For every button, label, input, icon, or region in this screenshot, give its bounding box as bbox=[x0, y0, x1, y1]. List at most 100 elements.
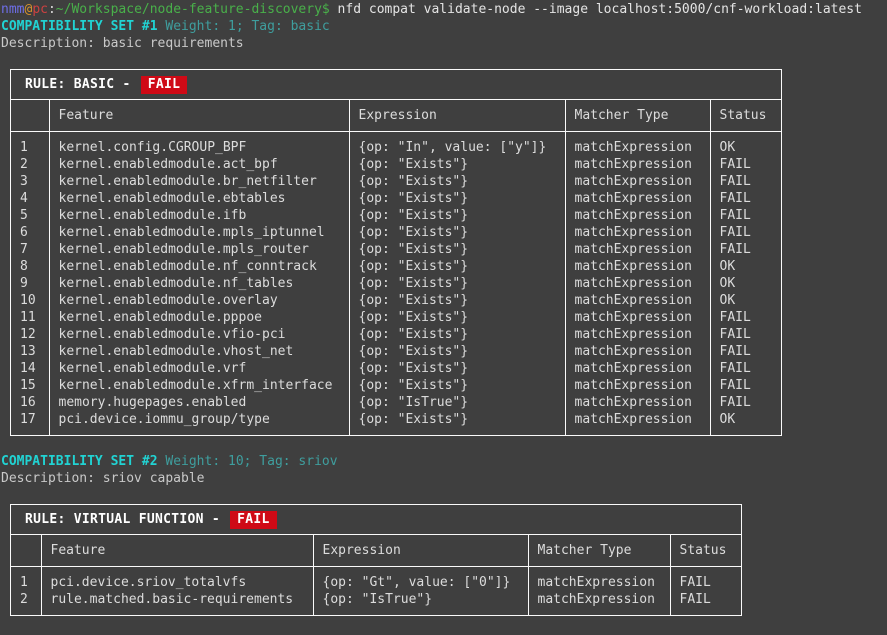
column-header-status: Status bbox=[670, 535, 741, 567]
row-index: 1 bbox=[11, 566, 42, 591]
row-index: 6 bbox=[11, 224, 50, 241]
row-feature: pci.device.iommu_group/type bbox=[49, 411, 350, 435]
row-status: FAIL bbox=[719, 157, 751, 172]
column-header-expression: Expression bbox=[349, 100, 566, 132]
shell-prompt-line: nmm@pc:~/Workspace/node-feature-discover… bbox=[0, 0, 887, 18]
row-feature: memory.hugepages.enabled bbox=[49, 394, 350, 411]
row-status: FAIL bbox=[679, 592, 711, 607]
row-feature: kernel.enabledmodule.mpls_router bbox=[49, 241, 350, 258]
row-expression: {op: "Exists"} bbox=[349, 190, 566, 207]
column-header-index bbox=[11, 100, 50, 132]
prompt-dollar: $ bbox=[321, 2, 330, 17]
spacer-2 bbox=[0, 436, 887, 453]
row-expression: {op: "Exists"} bbox=[349, 326, 566, 343]
compatibility-set-2-description: Description: sriov capable bbox=[1, 471, 205, 486]
rules-table-virtual-function: Feature Expression Matcher Type Status 1… bbox=[11, 535, 741, 615]
row-index: 4 bbox=[11, 190, 50, 207]
row-matcher-type: matchExpression bbox=[528, 591, 671, 615]
row-matcher-type: matchExpression bbox=[565, 224, 711, 241]
row-matcher-type: matchExpression bbox=[565, 394, 711, 411]
prompt-path: ~/Workspace/node-feature-discovery bbox=[55, 2, 322, 17]
row-status: FAIL bbox=[719, 378, 751, 393]
compatibility-set-2-header: COMPATIBILITY SET #2 Weight: 10; Tag: sr… bbox=[0, 453, 887, 470]
row-expression: {op: "Exists"} bbox=[349, 377, 566, 394]
prompt-colon: : bbox=[47, 2, 56, 17]
row-feature: kernel.enabledmodule.nf_conntrack bbox=[49, 258, 350, 275]
rule-virtual-function-status-badge: FAIL bbox=[230, 511, 277, 529]
row-feature: kernel.enabledmodule.br_netfilter bbox=[49, 173, 350, 190]
row-feature: kernel.enabledmodule.xfrm_interface bbox=[49, 377, 350, 394]
table-header-row: Feature Expression Matcher Type Status bbox=[11, 100, 781, 132]
row-status: OK bbox=[719, 276, 736, 291]
row-status: FAIL bbox=[679, 575, 711, 590]
column-header-feature: Feature bbox=[41, 535, 314, 567]
rules-table-virtual-function-head: Feature Expression Matcher Type Status bbox=[11, 535, 741, 567]
row-status: OK bbox=[719, 412, 736, 427]
row-status: FAIL bbox=[719, 361, 751, 376]
compatibility-set-2-title: COMPATIBILITY SET #2 bbox=[1, 454, 158, 469]
table-row: 3 kernel.enabledmodule.br_netfilter {op: "… bbox=[11, 173, 781, 190]
row-matcher-type: matchExpression bbox=[565, 292, 711, 309]
row-expression: {op: "Exists"} bbox=[349, 292, 566, 309]
row-feature: kernel.enabledmodule.vrf bbox=[49, 360, 350, 377]
rule-basic-status-badge: FAIL bbox=[140, 76, 188, 94]
column-header-index bbox=[11, 535, 42, 567]
rules-table-virtual-function-body: 1 pci.device.sriov_totalvfs {op: "Gt", val… bbox=[11, 566, 741, 615]
table-row: 2 kernel.enabledmodule.act_bpf {op: "Exist… bbox=[11, 156, 781, 173]
row-status: FAIL bbox=[719, 242, 751, 257]
row-index: 10 bbox=[11, 292, 50, 309]
row-feature: rule.matched.basic-requirements bbox=[41, 591, 314, 615]
table-row: 10 kernel.enabledmodule.overlay {op: "Exis… bbox=[11, 292, 781, 309]
row-index: 14 bbox=[11, 360, 50, 377]
row-status: FAIL bbox=[719, 174, 751, 189]
row-matcher-type: matchExpression bbox=[565, 173, 711, 190]
row-feature: kernel.enabledmodule.pppoe bbox=[49, 309, 350, 326]
rules-table-basic: Feature Expression Matcher Type Status 1… bbox=[11, 100, 781, 435]
table-row: 4 kernel.enabledmodule.ebtables {op: "Exis… bbox=[11, 190, 781, 207]
row-feature: kernel.enabledmodule.nf_tables bbox=[49, 275, 350, 292]
row-index: 13 bbox=[11, 343, 50, 360]
row-index: 17 bbox=[11, 411, 50, 435]
row-status: FAIL bbox=[719, 225, 751, 240]
row-expression: {op: "IsTrue"} bbox=[349, 394, 566, 411]
compatibility-set-2-meta: Weight: 10; Tag: sriov bbox=[157, 454, 338, 469]
table-row: 13 kernel.enabledmodule.vhost_net {op: "Ex… bbox=[11, 343, 781, 360]
rule-panel-virtual-function-title: RULE: VIRTUAL FUNCTION - FAIL bbox=[11, 505, 741, 535]
table-row: 9 kernel.enabledmodule.nf_tables {op: "Exi… bbox=[11, 275, 781, 292]
row-feature: kernel.config.CGROUP_BPF bbox=[49, 131, 350, 156]
column-header-matcher-type: Matcher Type bbox=[565, 100, 711, 132]
compatibility-set-1-meta: Weight: 1; Tag: basic bbox=[157, 19, 330, 34]
table-row: 6 kernel.enabledmodule.mpls_iptunnel {op: … bbox=[11, 224, 781, 241]
row-status: FAIL bbox=[719, 191, 751, 206]
row-matcher-type: matchExpression bbox=[565, 258, 711, 275]
row-feature: kernel.enabledmodule.mpls_iptunnel bbox=[49, 224, 350, 241]
row-expression: {op: "Exists"} bbox=[349, 241, 566, 258]
row-status: FAIL bbox=[719, 344, 751, 359]
row-matcher-type: matchExpression bbox=[565, 343, 711, 360]
row-expression: {op: "Exists"} bbox=[349, 207, 566, 224]
row-expression: {op: "Gt", value: ["0"]} bbox=[313, 566, 529, 591]
row-expression: {op: "Exists"} bbox=[349, 156, 566, 173]
row-matcher-type: matchExpression bbox=[528, 566, 671, 591]
row-status: FAIL bbox=[719, 327, 751, 342]
row-matcher-type: matchExpression bbox=[565, 275, 711, 292]
row-feature: kernel.enabledmodule.vhost_net bbox=[49, 343, 350, 360]
spacer-3 bbox=[0, 487, 887, 504]
row-matcher-type: matchExpression bbox=[565, 377, 711, 394]
column-header-matcher-type: Matcher Type bbox=[528, 535, 671, 567]
prompt-at-sign: @ bbox=[24, 2, 33, 17]
table-row: 15 kernel.enabledmodule.xfrm_interface {op… bbox=[11, 377, 781, 394]
row-index: 16 bbox=[11, 394, 50, 411]
table-row: 1 pci.device.sriov_totalvfs {op: "Gt", val… bbox=[11, 566, 741, 591]
row-matcher-type: matchExpression bbox=[565, 207, 711, 224]
row-expression: {op: "Exists"} bbox=[349, 275, 566, 292]
row-feature: kernel.enabledmodule.overlay bbox=[49, 292, 350, 309]
row-expression: {op: "Exists"} bbox=[349, 360, 566, 377]
row-matcher-type: matchExpression bbox=[565, 241, 711, 258]
table-row: 16 memory.hugepages.enabled {op: "IsTrue"}… bbox=[11, 394, 781, 411]
row-status: FAIL bbox=[719, 395, 751, 410]
row-matcher-type: matchExpression bbox=[565, 156, 711, 173]
prompt-host: pc bbox=[32, 2, 48, 17]
command-text: nfd compat validate-node --image localho… bbox=[329, 2, 862, 17]
row-feature: kernel.enabledmodule.ifb bbox=[49, 207, 350, 224]
